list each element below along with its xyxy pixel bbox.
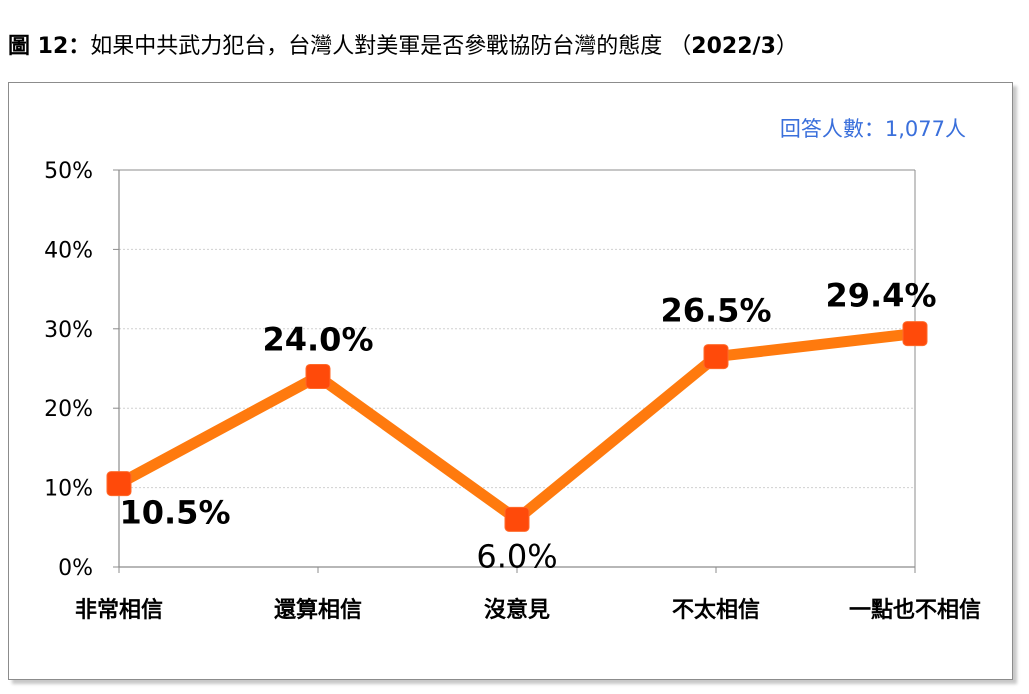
data-point-marker	[504, 506, 530, 532]
x-tick-label: 不太相信	[672, 597, 760, 623]
figure-label: 圖 12	[8, 34, 69, 59]
respondents-note: 回答人數：1,077人	[780, 117, 966, 141]
y-tick-label: 50%	[44, 159, 93, 184]
data-point-marker	[703, 344, 729, 370]
figure-caption-end: ）	[775, 34, 798, 59]
y-tick-label: 20%	[44, 397, 93, 422]
data-point-marker	[305, 363, 331, 389]
figure-date: 2022/3	[691, 34, 776, 59]
y-tick-label: 30%	[44, 318, 93, 343]
data-label: 29.4%	[825, 277, 936, 315]
x-tick-label: 非常相信	[75, 597, 163, 623]
data-label: 10.5%	[119, 494, 230, 532]
figure-caption: 如果中共武力犯台，台灣人對美軍是否參戰協防台灣的態度 （	[90, 34, 692, 59]
x-tick-label: 還算相信	[274, 597, 362, 623]
figure-separator: ：	[68, 34, 91, 59]
data-point-marker	[106, 471, 132, 497]
x-tick-label: 沒意見	[484, 597, 550, 623]
series-layer	[106, 321, 928, 532]
figure-title: 圖 12：如果中共武力犯台，台灣人對美軍是否參戰協防台灣的態度 （2022/3）	[8, 28, 798, 60]
series-line	[113, 328, 921, 525]
x-tick-label: 一點也不相信	[849, 597, 981, 623]
chart-frame	[8, 82, 1013, 680]
data-label: 6.0%	[476, 537, 557, 575]
data-label: 24.0%	[262, 320, 373, 358]
axis-layer: 0% 10% 20% 30% 40% 50% 非常相信 還算相信 沒意見 不太相信 一點也不相信	[44, 159, 981, 623]
y-tick-label: 10%	[44, 477, 93, 502]
data-label: 26.5%	[660, 292, 771, 330]
data-point-marker	[902, 321, 928, 347]
y-tick-label: 40%	[44, 238, 93, 263]
y-tick-label: 0%	[58, 556, 93, 581]
label-layer: 10.5% 24.0% 6.0% 26.5% 29.4%	[119, 277, 936, 576]
